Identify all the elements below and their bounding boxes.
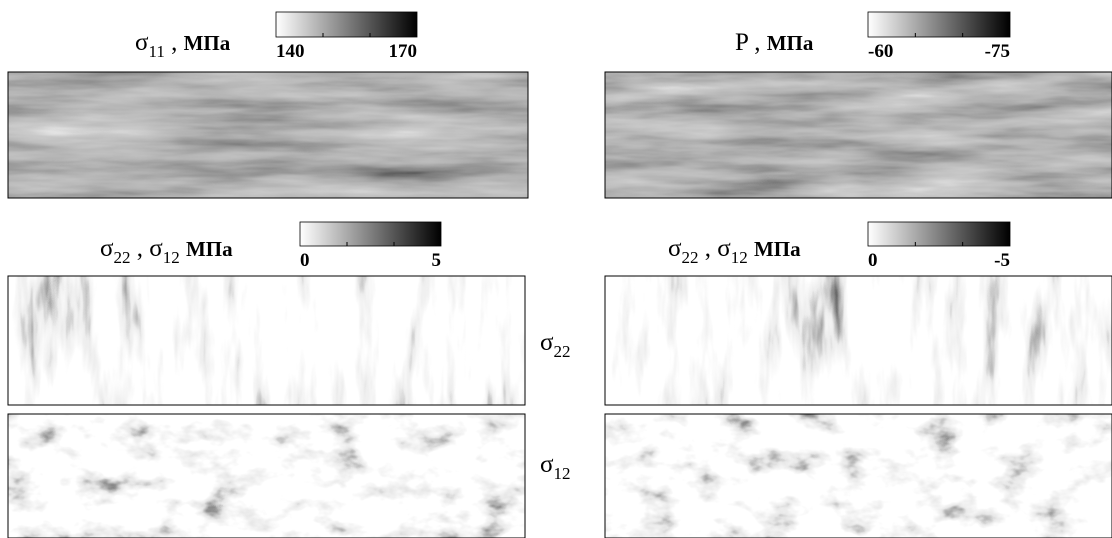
colorbar-min-label: 0 (300, 250, 310, 271)
subscript: 12 (731, 248, 748, 267)
title-run: σ (717, 235, 731, 262)
title-run: σ (540, 329, 554, 356)
colorbar-min-label: 0 (868, 250, 878, 271)
title-run: МПа (186, 237, 233, 261)
field-map (8, 72, 528, 198)
row-label: σ22 (540, 329, 570, 361)
field-map (605, 276, 1112, 405)
subscript: 12 (553, 464, 570, 483)
colorbar-max-label: 170 (389, 41, 418, 62)
title-run: σ (668, 235, 682, 262)
title-run: МПа (184, 31, 231, 55)
field-map (605, 72, 1112, 198)
title-run: МПа (754, 237, 801, 261)
subscript: 22 (681, 248, 698, 267)
map-frame (7, 413, 526, 538)
map-frame (604, 71, 1112, 199)
title-run: σ (100, 235, 114, 262)
title-run: P (735, 29, 748, 56)
map-frame (7, 71, 529, 199)
subscript: 12 (163, 248, 180, 267)
title-run: МПа (767, 31, 814, 55)
colorbar-max-label: -75 (985, 41, 1010, 62)
colorbar-max-label: -5 (994, 250, 1010, 271)
title-run: σ (540, 451, 554, 478)
title-run: σ (149, 235, 163, 262)
colorbar (867, 221, 1011, 247)
title-run: , (748, 29, 767, 56)
panel-title: σ11 , МПа (135, 29, 231, 61)
field-map (8, 276, 525, 405)
colorbar-max-label: 5 (432, 250, 442, 271)
title-run: , (130, 235, 149, 262)
map-frame (604, 275, 1112, 406)
subscript: 22 (113, 248, 130, 267)
map-frame (7, 275, 526, 406)
subscript: 22 (553, 342, 570, 361)
colorbar (867, 11, 1011, 38)
colorbar-min-label: -60 (868, 41, 893, 62)
panel-title: σ22 , σ12 МПа (100, 235, 233, 267)
row-label: σ12 (540, 451, 570, 483)
map-frame (604, 413, 1112, 538)
title-run: , (698, 235, 717, 262)
subscript: 11 (148, 42, 164, 61)
colorbar-min-label: 140 (276, 41, 305, 62)
title-run: σ (135, 29, 149, 56)
title-run: , (165, 29, 184, 56)
colorbar (299, 221, 442, 247)
field-map (605, 414, 1112, 538)
field-map (8, 414, 525, 538)
panel-title: σ22 , σ12 МПа (668, 235, 801, 267)
colorbar (275, 11, 418, 38)
panel-title: P , МПа (735, 29, 814, 56)
